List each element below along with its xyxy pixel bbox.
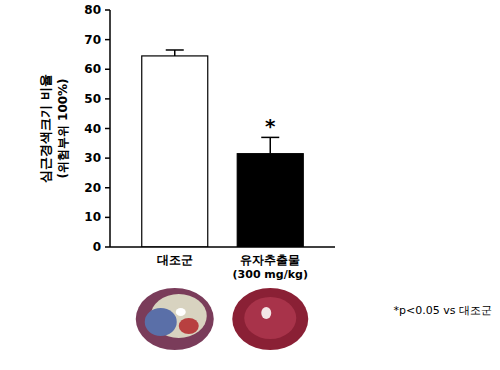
x-tick-label: 유자추출물(300 mg/kg)	[233, 253, 308, 281]
slice-inner	[244, 297, 296, 339]
bar	[237, 154, 303, 247]
y-tick-label: 30	[84, 151, 101, 165]
significance-marker: *	[265, 114, 276, 138]
y-tick-label: 50	[84, 92, 101, 106]
y-tick-label: 40	[84, 122, 101, 136]
error-line	[270, 137, 272, 153]
slice	[232, 288, 308, 350]
bars	[142, 50, 304, 247]
y-tick-label: 70	[84, 33, 101, 47]
y-axis-title: 심근경색크기 비율(위험부위 100%)	[38, 74, 70, 183]
label-line: (300 mg/kg)	[233, 268, 308, 281]
y-axis	[109, 10, 111, 247]
slice	[136, 288, 214, 350]
slice-blue	[145, 308, 177, 336]
title-line: (위험부위 100%)	[56, 78, 70, 178]
slice-red	[179, 318, 199, 334]
error-cap	[166, 49, 184, 51]
label-line: 유자추출물	[240, 253, 300, 267]
x-axis	[110, 246, 335, 248]
title-line: 심근경색크기 비율	[38, 74, 53, 183]
error-bar	[166, 50, 184, 56]
y-tick-label: 80	[84, 3, 101, 17]
footnote: *p<0.05 vs 대조군	[394, 304, 492, 317]
image-bg	[135, 287, 215, 351]
x-tick-label: 대조군	[157, 253, 193, 267]
heart-slice-image	[232, 288, 308, 350]
chart: 0 10 20 30 40 50 60 70 80 대조군 유자추출물(300 mg/kg) 심근경색…	[0, 0, 500, 370]
y-tick-label: 0	[93, 240, 101, 254]
error-line	[174, 50, 176, 56]
slice-lumen	[261, 307, 271, 319]
y-tick-label: 10	[84, 210, 101, 224]
label-line: 대조군	[157, 253, 193, 267]
bar	[142, 56, 208, 247]
y-tick-label: 20	[84, 181, 101, 195]
y-tick-label: 60	[84, 62, 101, 76]
slice-lumen	[176, 308, 186, 316]
error-bar	[261, 137, 279, 153]
heart-slice-image	[135, 287, 215, 351]
